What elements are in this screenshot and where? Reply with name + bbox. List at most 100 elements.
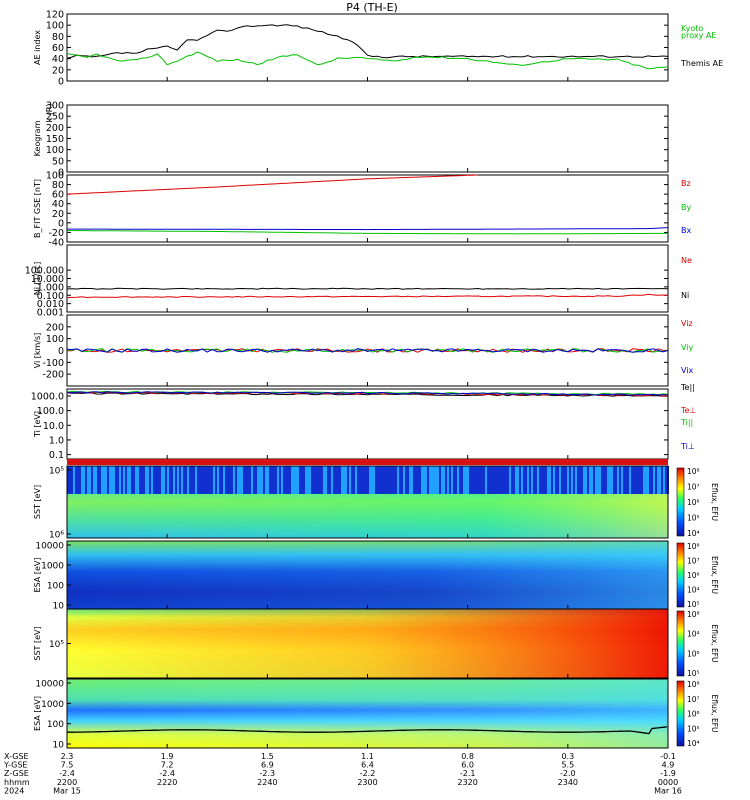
keogram-ytick-label: 50 — [52, 156, 64, 167]
sst-electron-stripe — [185, 466, 187, 494]
sst-electron-stripe — [511, 466, 513, 494]
sst-electron-stripe — [647, 466, 649, 494]
sst-electron-stripe — [451, 466, 453, 494]
sst-electron-stripe — [297, 466, 299, 494]
temperature-legend-green: Ti|| — [680, 418, 693, 427]
sst-electron-stripe — [641, 466, 643, 494]
xaxis-tick-label: 0000 — [658, 778, 678, 787]
sst-electron-stripe — [169, 466, 171, 494]
ae-ytick-label: 80 — [52, 32, 64, 43]
sst-electron-stripe — [183, 466, 185, 494]
sst-electron-stripe — [481, 466, 483, 494]
sst-electron-stripe — [475, 466, 477, 494]
sst-electron-stripe — [411, 466, 413, 494]
sst-electron-stripe — [429, 466, 431, 494]
sst-electron-stripe — [145, 466, 147, 494]
sst-electron-stripe — [457, 466, 459, 494]
sst-electron-stripe — [153, 466, 155, 494]
esa-electron-panel: ESA [eV] 10 100 1000 10000 10⁵ 10⁴ 10⁶ 10⁷ 10⁸ Efl… — [33, 540, 719, 612]
sst-electron-stripe — [589, 466, 591, 494]
sst-electron-stripe — [125, 466, 127, 494]
sst-electron-stripe — [661, 466, 663, 494]
xaxis-row-label: 2024 — [4, 786, 24, 795]
xaxis-tick-label: 2320 — [457, 778, 477, 787]
sst-electron-stripe — [619, 466, 621, 494]
sst-ion-colorbar-label: Eflux, EFU — [710, 625, 719, 663]
sst-electron-stripe — [405, 466, 407, 494]
sst-electron-colorbar-tick: 10⁴ — [687, 529, 700, 538]
sst-electron-stripe — [223, 466, 225, 494]
xaxis-tick-label: 1.9 — [161, 752, 174, 761]
sst-electron-stripe — [651, 466, 653, 494]
sst-electron-stripe — [365, 466, 367, 494]
sst-electron-stripe — [351, 466, 353, 494]
esa-ion-ytick-label: 100 — [47, 720, 64, 730]
sst-electron-stripe — [489, 466, 491, 494]
sst-electron-stripe — [523, 466, 525, 494]
sst-electron-stripe — [207, 466, 209, 494]
sst-electron-stripe — [219, 466, 221, 494]
sst-electron-stripe — [473, 466, 475, 494]
esa-electron-colorbar-tick: 10⁶ — [687, 571, 700, 580]
keogram-ylabel: Keogram — [33, 120, 42, 156]
bfield-series-green — [67, 230, 668, 235]
sst-electron-stripe — [321, 466, 323, 494]
sst-electron-stripe — [369, 466, 371, 494]
esa-electron-ytick-label: 100 — [47, 582, 64, 592]
sst-electron-stripe — [71, 466, 73, 494]
xaxis-tick-label: 1.5 — [261, 752, 274, 761]
sst-electron-stripe — [327, 466, 329, 494]
sst-electron-stripe — [453, 466, 455, 494]
sst-electron-stripe — [193, 466, 195, 494]
sst-electron-stripe — [227, 466, 229, 494]
sst-electron-stripe — [97, 466, 99, 494]
sst-electron-stripe — [663, 466, 665, 494]
sst-electron-stripe — [565, 466, 567, 494]
sst-electron-stripe — [501, 466, 503, 494]
sst-electron-ytick-label: 10⁵ — [49, 467, 64, 477]
sst-electron-stripe — [357, 466, 359, 494]
xaxis-tick-label: 2200 — [57, 778, 77, 787]
xaxis-tick-label: Mar 15 — [53, 786, 81, 795]
sst-electron-stripe — [69, 466, 71, 494]
sst-electron-stripe — [107, 466, 109, 494]
sst-electron-stripe — [345, 466, 347, 494]
keogram-ytick-label: 0 — [58, 168, 64, 179]
xaxis-tick-label: 2340 — [558, 778, 578, 787]
sst-electron-stripe — [157, 466, 159, 494]
temperature-ytick-label: 1000.0 — [31, 391, 64, 402]
sst-electron-stripe — [575, 466, 577, 494]
xaxis-tick-label: 7.5 — [61, 761, 74, 770]
bfield-legend-green: By — [681, 203, 691, 212]
sst-electron-stripe — [139, 466, 141, 494]
sst-electron-stripe — [231, 466, 233, 494]
sst-electron-stripe — [377, 466, 379, 494]
sst-electron-stripe — [199, 466, 201, 494]
esa-ion-ytick-label: 1000 — [41, 700, 64, 710]
sst-electron-stripe — [657, 466, 659, 494]
velocity-ytick-label: -100 — [42, 358, 64, 369]
ae-legend-green: Kyoto — [681, 24, 703, 33]
sst-electron-stripe — [93, 466, 95, 494]
keogram-yunits: k (R) — [45, 104, 54, 123]
sst-electron-stripe — [537, 466, 539, 494]
sst-electron-stripe — [541, 466, 543, 494]
sst-electron-top-band — [67, 459, 668, 465]
sst-electron-stripe — [99, 466, 101, 494]
sst-electron-stripe — [197, 466, 199, 494]
esa-electron-ytick-label: 10000 — [35, 542, 64, 552]
sst-electron-stripe — [617, 466, 619, 494]
sst-electron-stripe — [431, 466, 433, 494]
sst-electron-stripe — [519, 466, 521, 494]
sst-electron-stripe — [403, 466, 405, 494]
ae-ytick-label: 120 — [46, 10, 64, 21]
xaxis-tick-label: 1.1 — [361, 752, 374, 761]
sst-electron-stripe — [375, 466, 377, 494]
temperature-ytick-label: 100.0 — [37, 406, 64, 417]
sst-electron-stripe — [551, 466, 553, 494]
keogram-ytick-label: 100 — [46, 145, 64, 156]
sst-electron-stripe — [91, 466, 93, 494]
sst-electron-stripe — [303, 466, 305, 494]
sst-electron-stripe — [263, 466, 265, 494]
xaxis-tick-label: 4.9 — [662, 761, 675, 770]
